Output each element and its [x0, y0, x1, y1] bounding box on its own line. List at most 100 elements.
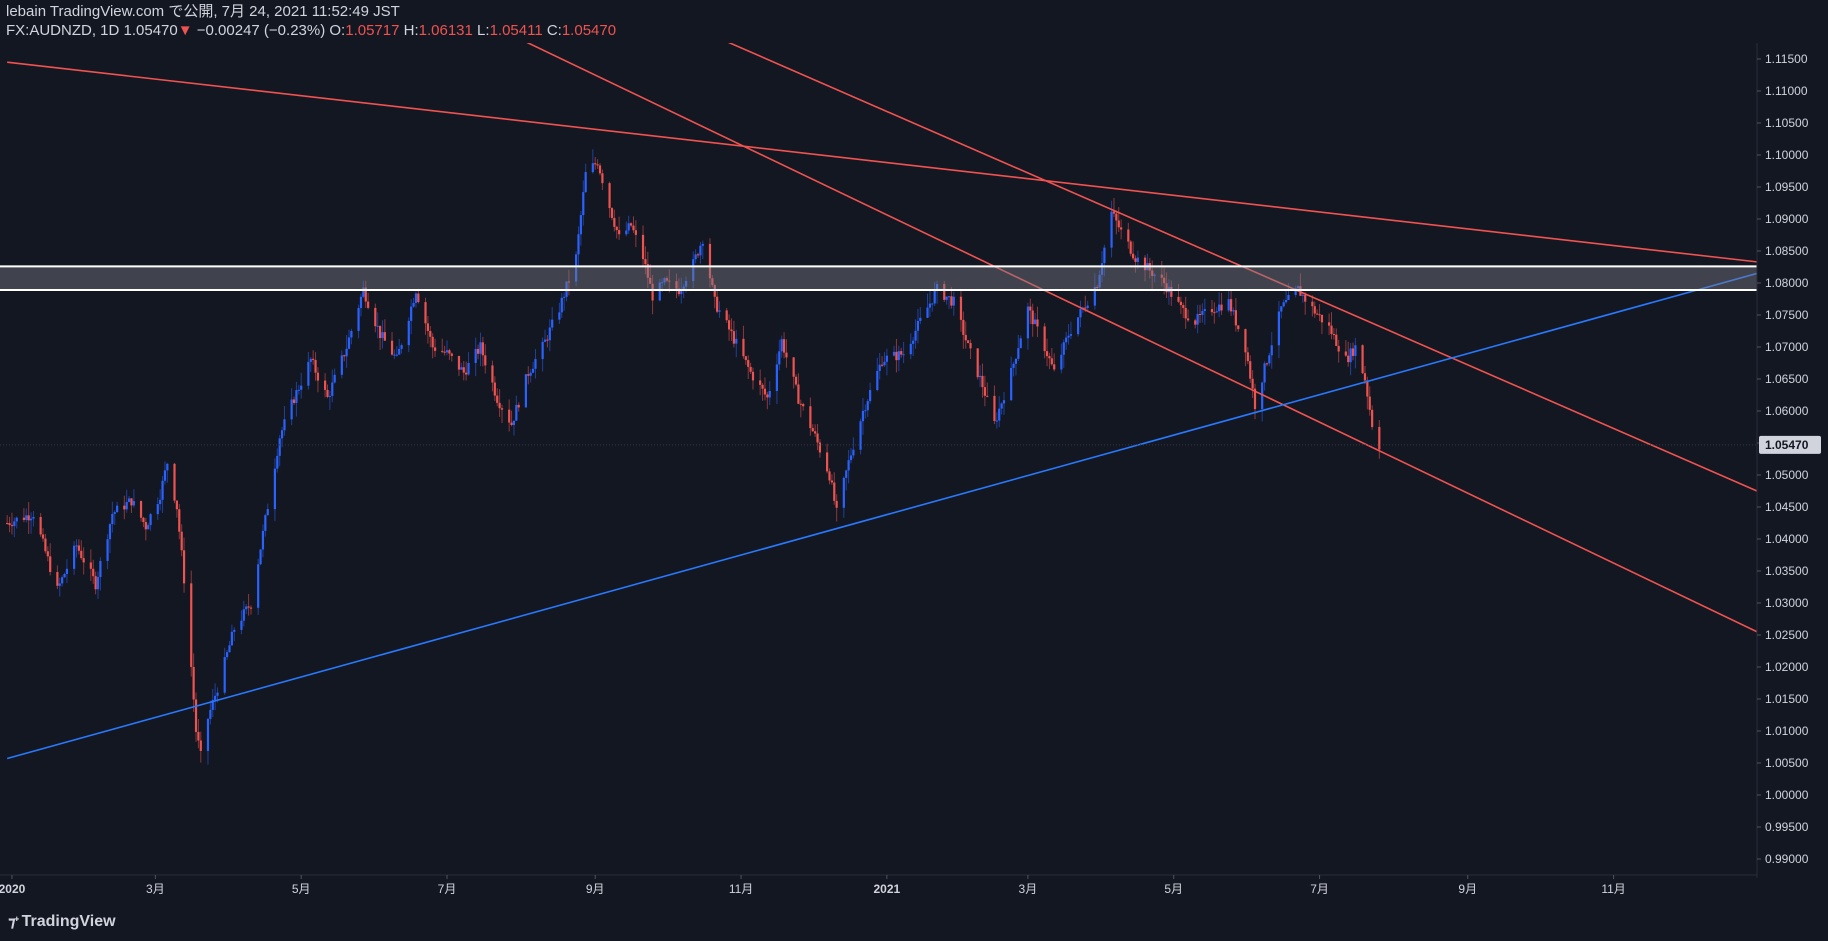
candle-body — [1328, 322, 1331, 326]
candle-body — [1060, 354, 1063, 370]
candle-body — [665, 278, 669, 281]
candle-body — [682, 286, 685, 290]
candle-body — [833, 482, 836, 501]
candles-layer — [6, 149, 1381, 765]
candle-body — [1282, 302, 1285, 307]
candle-body — [216, 692, 219, 696]
candle-body — [680, 289, 683, 295]
candle-body — [240, 620, 243, 630]
candle-body — [116, 505, 119, 513]
candle-body — [106, 539, 109, 561]
last-price-badge — [1759, 435, 1821, 454]
candle-body — [967, 340, 970, 343]
candle-body — [766, 394, 769, 398]
candle-body — [969, 342, 972, 349]
chart-header: lebain TradingView.com で公開, 7月 24, 2021 … — [6, 2, 616, 40]
price-tick-label: 1.00500 — [1765, 756, 1809, 770]
candle-body — [1084, 307, 1087, 309]
candle-body — [625, 230, 628, 235]
candle-body — [400, 345, 403, 349]
candle-body — [1117, 220, 1120, 228]
candle-body — [1368, 396, 1371, 410]
candle-body — [718, 310, 721, 312]
candle-body — [1330, 325, 1333, 334]
candle-body — [1210, 309, 1214, 313]
candle-body — [99, 560, 102, 578]
time-tick-label: 3月 — [146, 882, 165, 896]
candle-body — [527, 374, 530, 376]
price-axis[interactable]: 0.99000 0.99500 1.00000 1.00500 1.01000 1.015… — [1756, 43, 1809, 878]
high-label: H: — [403, 22, 419, 39]
candle-body — [1249, 361, 1252, 379]
candle-body — [13, 521, 16, 527]
candle-body — [1251, 378, 1254, 389]
candle-body — [125, 501, 128, 510]
candle-body — [307, 361, 310, 386]
candle-body — [916, 320, 920, 331]
candle-body — [230, 631, 233, 646]
candle-body — [395, 354, 398, 356]
candle-body — [290, 399, 293, 420]
candle-body — [1012, 363, 1015, 368]
candle-body — [163, 470, 167, 481]
candle-body — [1019, 338, 1022, 349]
publisher-line: lebain TradingView.com で公開, 7月 24, 2021 … — [6, 3, 400, 20]
candle-body — [1268, 355, 1271, 364]
candle-body — [950, 296, 953, 306]
candle-body — [1110, 211, 1113, 248]
candle-body — [634, 230, 637, 235]
candle-body — [866, 401, 869, 411]
branding[interactable]: ⁊ᐩ TradingView — [8, 913, 116, 931]
candle-body — [945, 296, 948, 300]
candle-body — [768, 390, 771, 398]
candle-body — [835, 500, 838, 508]
candle-body — [49, 556, 52, 573]
candle-body — [778, 351, 781, 365]
candle-body — [61, 577, 64, 584]
symbol-label: FX:AUDNZD, 1D — [6, 22, 120, 39]
candle-body — [1069, 334, 1073, 336]
candle-body — [32, 516, 35, 519]
candle-body — [1366, 380, 1369, 397]
candle-body — [529, 372, 532, 376]
candle-body — [1277, 311, 1281, 346]
price-tick-label: 0.99500 — [1765, 820, 1809, 834]
candle-body — [1347, 355, 1350, 363]
candle-body — [1165, 283, 1168, 293]
candle-body — [775, 364, 779, 391]
candle-body — [1002, 400, 1006, 404]
candle-body — [46, 551, 49, 557]
candle-body — [6, 523, 9, 524]
price-tick-label: 1.03500 — [1765, 564, 1809, 578]
candle-body — [661, 282, 664, 284]
candle-body — [613, 217, 616, 227]
candle-body — [1378, 426, 1381, 450]
candle-body — [316, 372, 320, 381]
candle-body — [161, 480, 164, 500]
candle-body — [1301, 294, 1304, 296]
candle-body — [410, 306, 413, 321]
candle-body — [362, 287, 365, 297]
candle-body — [1246, 352, 1249, 362]
candle-body — [357, 308, 360, 331]
candle-body — [596, 164, 599, 166]
candle-body — [264, 515, 267, 531]
candle-body — [206, 718, 210, 751]
time-axis[interactable]: 2020 3月 5月 7月 9月 11月 2021 3月 5月 7月 9月 11月 — [0, 874, 1757, 896]
candle-body — [359, 296, 363, 309]
price-tick-label: 1.10000 — [1765, 148, 1809, 162]
candle-body — [1136, 257, 1139, 262]
candle-body — [914, 330, 917, 341]
candle-body — [1234, 310, 1237, 326]
last-price-marker: 1.05470 — [0, 435, 1821, 454]
candle-body — [935, 284, 939, 291]
resistance-trendline-2 — [727, 43, 1757, 492]
support-trendline — [6, 272, 1757, 760]
close-value: 1.05470 — [561, 22, 617, 39]
candle-body — [895, 351, 898, 361]
candle-body — [331, 382, 334, 396]
candle-body — [919, 317, 922, 321]
candle-body — [431, 336, 434, 348]
time-tick-label: 11月 — [729, 882, 753, 896]
